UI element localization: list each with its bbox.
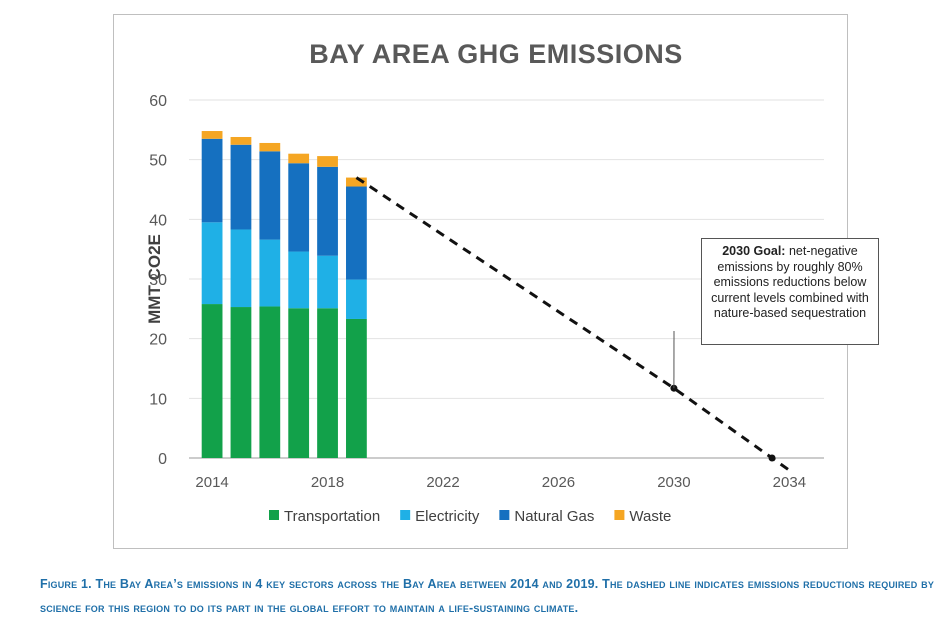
y-tick-label: 0 xyxy=(158,451,167,468)
chart-title: BAY AREA GHG EMISSIONS xyxy=(309,39,683,69)
figure-caption: Figure 1. The Bay Area’s emissions in 4 … xyxy=(40,577,935,615)
y-axis-label: MMT CO2E xyxy=(145,234,164,324)
legend-swatch xyxy=(269,510,279,520)
bar-electricity-2019 xyxy=(346,279,367,319)
bar-waste-2016 xyxy=(259,142,281,152)
y-tick-label: 30 xyxy=(149,272,167,289)
goal-point xyxy=(768,454,776,462)
bar-transportation-2014 xyxy=(201,304,223,458)
goal-annotation: 2030 Goal: net-negative emissions by rou… xyxy=(701,238,879,345)
bar-natural-gas-2018 xyxy=(317,166,338,256)
y-tick-label: 10 xyxy=(149,391,167,408)
bar-transportation-2015 xyxy=(230,307,252,458)
bar-waste-2015 xyxy=(230,136,252,145)
bar-natural-gas-2016 xyxy=(259,151,281,240)
bar-transportation-2019 xyxy=(346,318,367,458)
legend-swatch xyxy=(614,510,625,520)
chart-svg: BAY AREA GHG EMISSIONS MMT CO2E 01020304… xyxy=(145,39,824,525)
y-tick-label: 50 xyxy=(149,153,167,170)
x-tick-label: 2030 xyxy=(657,474,690,491)
legend-label: Waste xyxy=(629,508,671,525)
bar-electricity-2014 xyxy=(201,222,223,305)
bar-natural-gas-2019 xyxy=(346,186,367,280)
chart-frame: BAY AREA GHG EMISSIONS MMT CO2E 0 10 20 30 4… xyxy=(113,14,879,549)
goal-annotation-bold: 2030 Goal: xyxy=(722,244,786,258)
bar-electricity-2018 xyxy=(317,255,338,309)
bar-transportation-2016 xyxy=(259,306,281,458)
bar-waste-2019 xyxy=(346,177,367,187)
legend-label: Electricity xyxy=(415,508,480,525)
bar-transportation-2017 xyxy=(288,308,310,458)
x-tick-label: 2026 xyxy=(542,474,575,491)
legend-swatch xyxy=(499,510,510,520)
x-tick-label: 2014 xyxy=(195,474,228,491)
x-tick-label: 2018 xyxy=(311,474,344,491)
goal-annotation-text: net-negative emissions by roughly 80% em… xyxy=(711,244,869,320)
x-tick-label: 2022 xyxy=(426,474,459,491)
bar-waste-2014 xyxy=(201,131,223,139)
bar-natural-gas-2014 xyxy=(201,138,223,223)
y-tick-label: 60 xyxy=(149,93,167,110)
bar-waste-2017 xyxy=(288,153,310,164)
legend-swatch xyxy=(400,510,411,520)
goal-dashed-line xyxy=(355,176,791,472)
bar-electricity-2016 xyxy=(259,239,281,307)
bar-natural-gas-2017 xyxy=(288,163,310,252)
bar-natural-gas-2015 xyxy=(230,144,252,230)
x-tick-label: 2034 xyxy=(773,474,806,491)
legend-label: Transportation xyxy=(284,508,380,525)
bar-electricity-2017 xyxy=(288,251,310,309)
y-tick-label: 40 xyxy=(149,212,167,229)
bar-transportation-2018 xyxy=(317,308,338,458)
bar-electricity-2015 xyxy=(230,229,252,308)
bar-waste-2018 xyxy=(317,156,338,167)
y-tick-label: 20 xyxy=(149,332,167,349)
legend-label: Natural Gas xyxy=(514,508,594,525)
